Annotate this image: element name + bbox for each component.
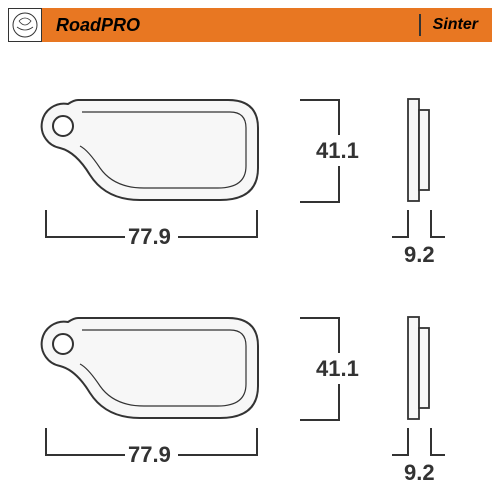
pad-shape-2 [40, 308, 270, 438]
product-line-label: RoadPRO [56, 15, 140, 36]
title-divider [419, 14, 421, 36]
diagram-area: 41.1 77.9 9.2 41.1 [0, 60, 500, 500]
header-bar: RoadPRO Sinter [8, 8, 492, 42]
width-label-1: 77.9 [128, 224, 171, 250]
brand-logo [8, 8, 42, 42]
thickness-label-2: 9.2 [404, 460, 435, 486]
title-bar: RoadPRO Sinter [42, 8, 492, 42]
thickness-label-1: 9.2 [404, 242, 435, 268]
compound-label: Sinter [433, 16, 478, 34]
pad-group-2: 41.1 77.9 9.2 [0, 288, 500, 488]
thickness-profile-2 [400, 316, 434, 420]
width-label-2: 77.9 [128, 442, 171, 468]
height-label-2: 41.1 [316, 356, 359, 382]
pad-shape-1 [40, 90, 270, 220]
pad-group-1: 41.1 77.9 9.2 [0, 70, 500, 270]
height-label-1: 41.1 [316, 138, 359, 164]
thickness-profile-1 [400, 98, 434, 202]
